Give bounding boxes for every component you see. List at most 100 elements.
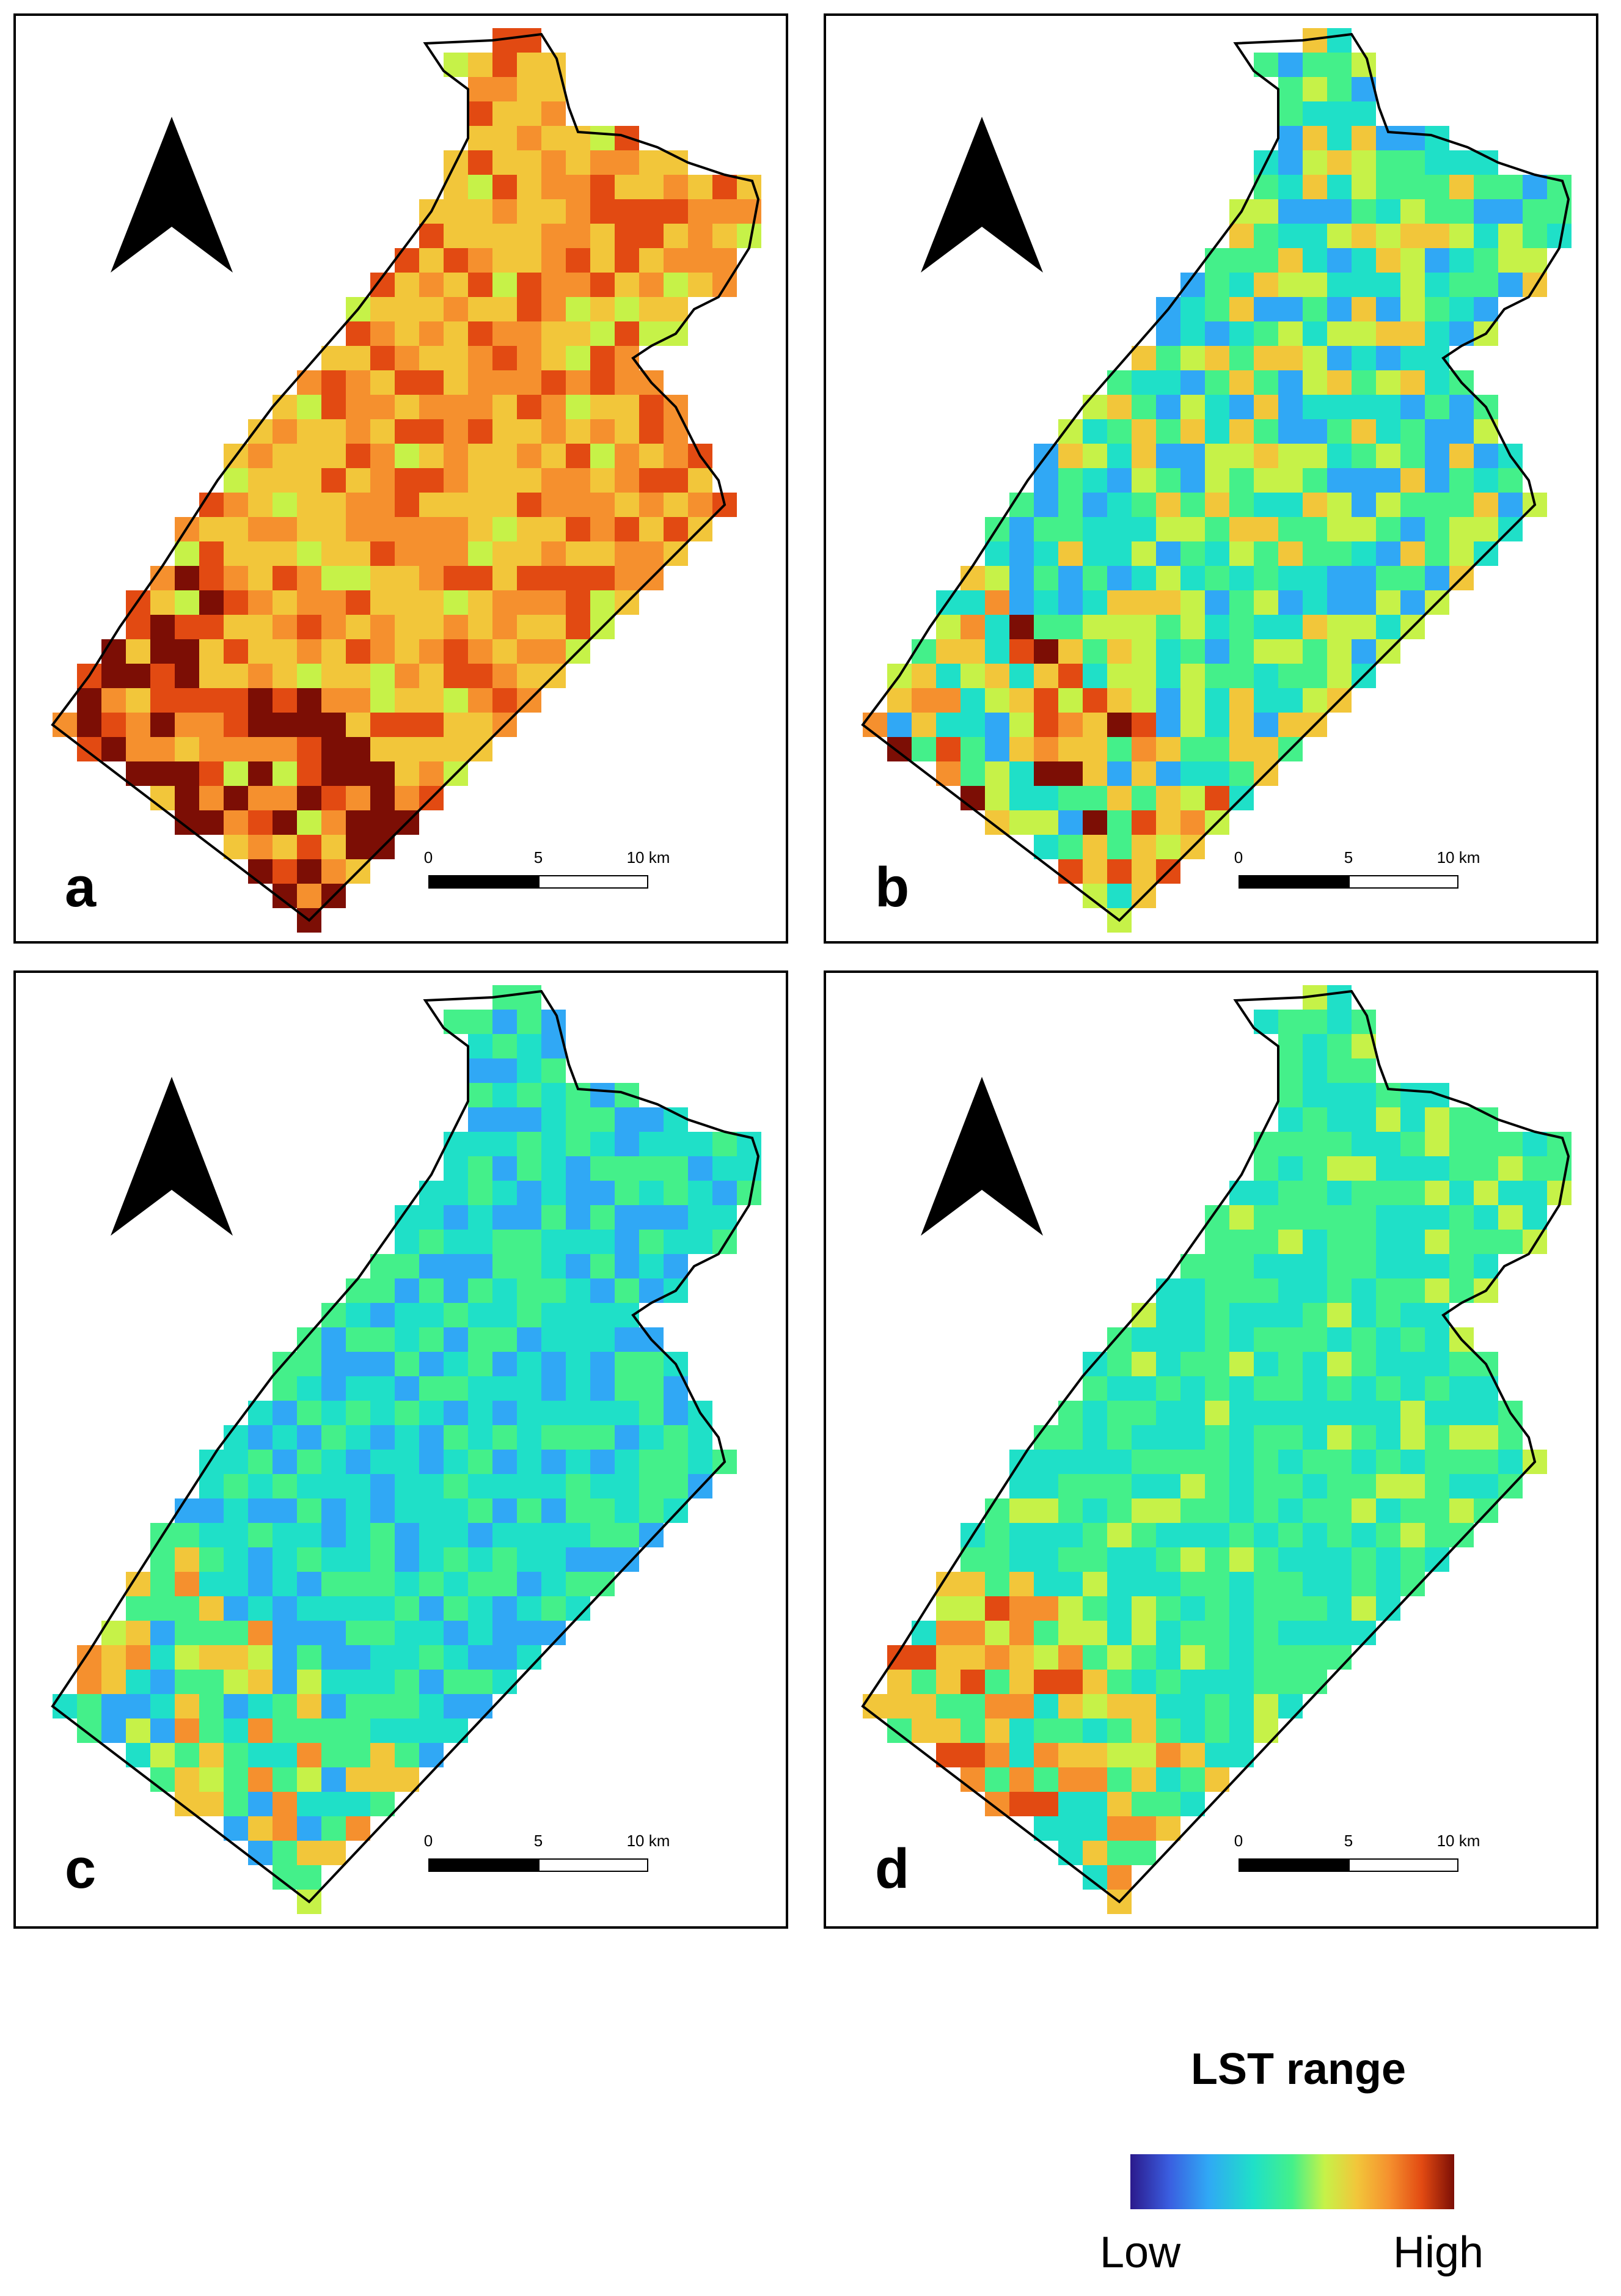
raster-cell [1449, 1523, 1474, 1547]
raster-cell [1180, 1621, 1205, 1645]
raster-cell [541, 444, 566, 468]
raster-cell [395, 786, 419, 810]
raster-cell [321, 786, 346, 810]
raster-cell [248, 1694, 273, 1718]
raster-cell [444, 395, 468, 419]
raster-cell [1327, 541, 1352, 566]
raster-cell [590, 1083, 615, 1107]
raster-cell [1327, 1010, 1352, 1034]
raster-cell [492, 395, 517, 419]
raster-cell [1303, 1645, 1327, 1670]
raster-cell [1425, 1376, 1449, 1401]
raster-cell [492, 1596, 517, 1621]
raster-cell [1474, 517, 1498, 541]
raster-cell [541, 395, 566, 419]
raster-cell [1376, 444, 1400, 468]
raster-cell [541, 1107, 566, 1132]
raster-cell [590, 566, 615, 590]
raster-cell [1376, 517, 1400, 541]
raster-cell [541, 1327, 566, 1352]
raster-cell [150, 688, 175, 713]
raster-cell [370, 1327, 395, 1352]
raster-cell [1156, 1303, 1180, 1327]
raster-cell [566, 1498, 590, 1523]
raster-cell [468, 1352, 492, 1376]
raster-cell [1254, 321, 1278, 346]
raster-cell [1107, 468, 1132, 493]
raster-cell [961, 1547, 985, 1572]
raster-cell [1180, 590, 1205, 615]
raster-cell [370, 419, 395, 444]
raster-cell [468, 566, 492, 590]
raster-cell [468, 713, 492, 737]
raster-cell [468, 1278, 492, 1303]
raster-cell [273, 1718, 297, 1743]
raster-cell [346, 786, 370, 810]
raster-cell [1400, 1327, 1425, 1352]
raster-cell [1327, 1327, 1352, 1352]
raster-cell [1180, 395, 1205, 419]
raster-cell [1425, 1498, 1449, 1523]
raster-cell [1352, 1498, 1376, 1523]
raster-cell [1083, 1401, 1107, 1425]
raster-cell [615, 199, 639, 224]
raster-cell [175, 1572, 199, 1596]
raster-cell [395, 297, 419, 321]
raster-cell [1278, 688, 1303, 713]
raster-cell [1034, 1523, 1058, 1547]
raster-cell [468, 688, 492, 713]
raster-cell [273, 541, 297, 566]
raster-cell [1132, 1841, 1156, 1865]
raster-cell [1400, 1181, 1425, 1205]
raster-cell [1229, 395, 1254, 419]
raster-cell [961, 1718, 985, 1743]
raster-cell [517, 175, 541, 199]
raster-cell [1327, 321, 1352, 346]
raster-cell [77, 713, 101, 737]
raster-cell [199, 1498, 224, 1523]
raster-cell [1474, 1254, 1498, 1278]
raster-cell [492, 1132, 517, 1156]
raster-cell [1058, 1792, 1083, 1816]
raster-cell [1425, 419, 1449, 444]
raster-cell [1352, 1425, 1376, 1450]
raster-cell [1132, 1743, 1156, 1767]
raster-cell [664, 1132, 688, 1156]
raster-cell [639, 150, 664, 175]
raster-cell [1229, 1303, 1254, 1327]
raster-cell [1303, 273, 1327, 297]
raster-cell [370, 639, 395, 664]
scale-label-0: 0 [1234, 848, 1243, 867]
raster-cell [1229, 615, 1254, 639]
raster-cell [224, 590, 248, 615]
raster-cell [297, 1767, 321, 1792]
raster-cell [541, 1058, 566, 1083]
raster-cell [346, 468, 370, 493]
raster-cell [985, 761, 1009, 786]
raster-cell [419, 1596, 444, 1621]
raster-cell [1132, 1670, 1156, 1694]
raster-cell [1303, 1425, 1327, 1450]
raster-cell [1352, 1450, 1376, 1474]
raster-cell [1523, 224, 1547, 248]
raster-cell [1449, 1352, 1474, 1376]
raster-cell [1498, 199, 1523, 224]
raster-cell [370, 713, 395, 737]
raster-cell [566, 1401, 590, 1425]
raster-cell [248, 786, 273, 810]
raster-cell [1205, 541, 1229, 566]
raster-cell [1376, 1401, 1400, 1425]
raster-cell [419, 1425, 444, 1450]
raster-cell [517, 346, 541, 370]
raster-cell [664, 1450, 688, 1474]
raster-cell [321, 688, 346, 713]
raster-cell [444, 1230, 468, 1254]
raster-cell [248, 1572, 273, 1596]
raster-cell [1180, 688, 1205, 713]
raster-cell [468, 1425, 492, 1450]
raster-cell [492, 1010, 517, 1034]
raster-cell [1278, 713, 1303, 737]
raster-cell [1278, 1278, 1303, 1303]
raster-cell [590, 419, 615, 444]
raster-cell [224, 737, 248, 761]
